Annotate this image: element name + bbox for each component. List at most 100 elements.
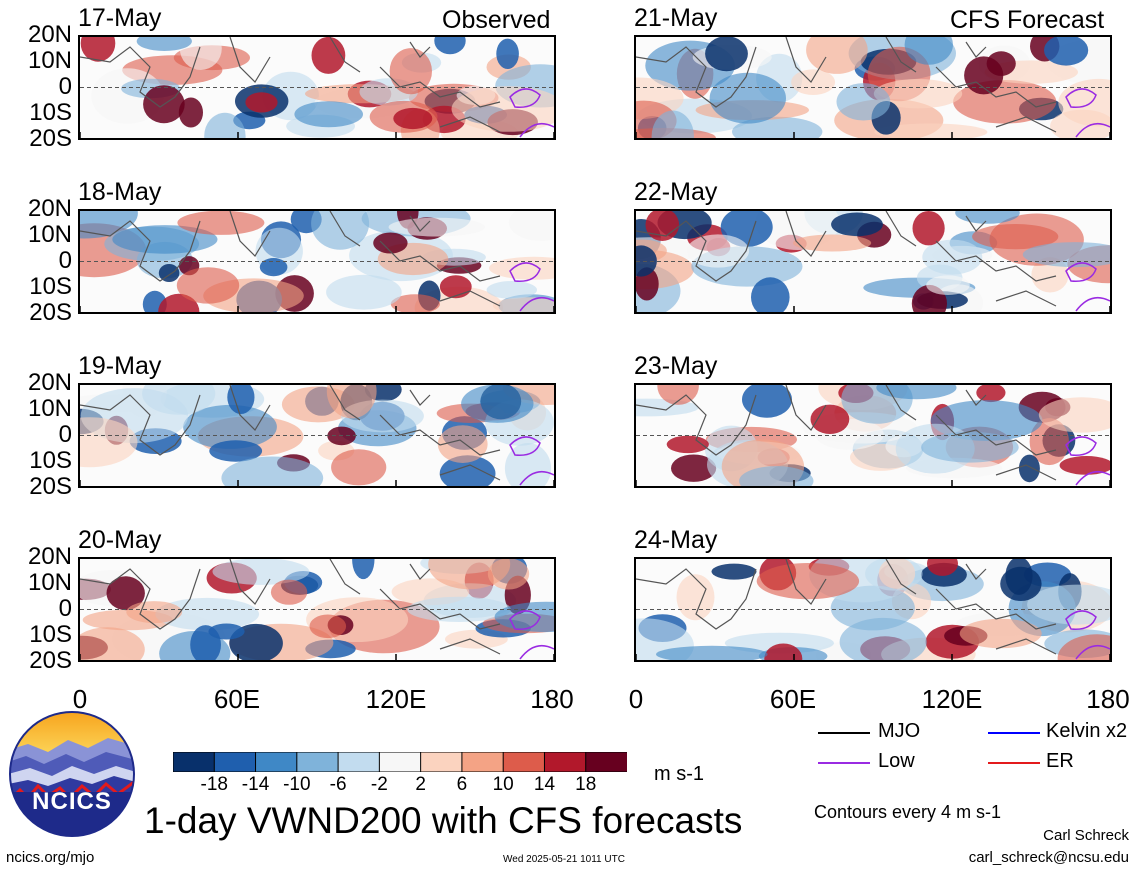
field-blob — [270, 579, 308, 605]
field-blob — [1044, 37, 1089, 66]
field-fc-4 — [636, 559, 1110, 660]
colorbar-tick-8: 14 — [533, 774, 556, 795]
site-link[interactable]: ncics.org/mjo — [6, 849, 95, 866]
field-blob — [657, 385, 699, 405]
line-legend: MJO Kelvin x2 Low ER — [818, 720, 1128, 780]
field-blob — [136, 37, 192, 51]
field-blob — [176, 267, 240, 304]
lon-tick-obs-180: 180 — [530, 684, 574, 714]
field-blob — [331, 449, 387, 486]
lat-tick-1-1: 10N — [27, 221, 72, 248]
lat-tick-3-0: 20N — [27, 543, 72, 570]
lon-tick-fc-120e: 120E — [921, 684, 983, 714]
field-blob — [964, 56, 1004, 95]
colorbar-swatch-6 — [420, 751, 463, 773]
field-blob — [876, 385, 957, 400]
field-blob — [373, 232, 408, 254]
field-blob — [461, 385, 534, 423]
coastline — [80, 37, 501, 133]
low-contour — [1065, 262, 1110, 312]
field-blob — [227, 385, 255, 414]
field-blob — [390, 294, 440, 312]
legend-line-low — [818, 762, 870, 764]
lat-tick-3-3: 10S — [29, 621, 72, 648]
field-blob — [158, 264, 180, 282]
lat-tick-2-4: 20S — [29, 473, 72, 500]
field-blob — [309, 614, 347, 639]
contour-note: Contours every 4 m s-1 — [814, 802, 1002, 822]
lon-tick-obs-0: 0 — [72, 684, 88, 714]
low-contour — [1065, 610, 1110, 660]
logo-text: NCICS — [32, 788, 112, 815]
field-blob — [311, 37, 346, 74]
coastline — [80, 211, 501, 307]
field-blob — [190, 625, 221, 660]
field-blob — [927, 559, 958, 576]
field-blob — [245, 92, 278, 113]
field-blob — [178, 97, 203, 128]
colorbar-swatch-7 — [461, 751, 505, 773]
colorbar-tick-2: -10 — [283, 774, 311, 795]
field-blob — [666, 435, 709, 454]
field-blob — [912, 211, 945, 246]
field-blob — [80, 37, 116, 62]
field-blob — [921, 431, 1019, 463]
legend-line-er — [988, 762, 1040, 764]
field-blob — [926, 275, 970, 295]
field-blob — [183, 404, 277, 449]
coastline — [636, 559, 1057, 655]
panel-date-fc-4: 24-May — [634, 526, 718, 554]
colorbar-swatch-10 — [585, 751, 628, 773]
lat-tick-2-2: 0 — [58, 421, 72, 448]
field-blob — [393, 107, 433, 130]
panel-date-obs-4: 20-May — [78, 526, 162, 554]
colorbar-tick-7: 10 — [492, 774, 514, 795]
lat-tick-0-1: 10N — [27, 47, 72, 74]
field-fc-3 — [636, 385, 1110, 486]
lat-tick-2-3: 10S — [29, 447, 72, 474]
colorbar-swatch-4 — [337, 751, 381, 773]
lat-tick-1-3: 10S — [29, 273, 72, 300]
field-obs-3 — [80, 385, 554, 486]
field-blob — [311, 211, 370, 250]
colorbar-swatch-3 — [296, 751, 340, 773]
field-blob — [1038, 397, 1110, 433]
field-blob — [742, 385, 792, 418]
panel-date-obs-3: 19-May — [78, 352, 162, 380]
lat-tick-0-2: 0 — [58, 73, 72, 100]
lat-tick-0-4: 20S — [29, 125, 72, 152]
panel-date-fc-1: 21-May — [634, 4, 718, 32]
colorbar-tick-6: 6 — [456, 774, 468, 795]
map-panel-fc-2 — [634, 209, 1112, 314]
coastline — [636, 385, 1057, 481]
field-blob — [676, 574, 715, 621]
field-blob — [209, 440, 263, 462]
legend-label-mjo: MJO — [878, 720, 921, 742]
timestamp: Wed 2025-05-21 1011 UTC — [503, 854, 625, 865]
field-blob — [836, 83, 891, 121]
lat-tick-1-2: 0 — [58, 247, 72, 274]
legend-line-kelvin — [988, 732, 1040, 734]
lon-tick-obs-60e: 60E — [213, 684, 261, 714]
field-blob — [221, 456, 324, 486]
author-email[interactable]: carl_schreck@ncsu.edu — [968, 849, 1129, 866]
field-blob — [1000, 566, 1042, 601]
field-blob — [839, 617, 927, 660]
field-blob — [352, 559, 375, 580]
field-blob — [1059, 456, 1110, 475]
field-blob — [656, 645, 768, 660]
lat-tick-0-0: 20N — [27, 21, 72, 48]
legend-label-low: Low — [878, 750, 915, 772]
field-blob — [486, 281, 537, 299]
map-panel-fc-4 — [634, 557, 1112, 662]
coastline — [636, 37, 1057, 133]
map-panel-obs-3 — [78, 383, 556, 488]
field-blob — [80, 627, 145, 660]
field-blob — [204, 112, 246, 138]
field-blob — [439, 275, 472, 299]
field-blob — [496, 38, 519, 69]
map-panel-obs-2 — [78, 209, 556, 314]
coastline — [636, 211, 1057, 307]
observed-label: Observed — [442, 6, 551, 34]
field-blob — [904, 37, 953, 65]
